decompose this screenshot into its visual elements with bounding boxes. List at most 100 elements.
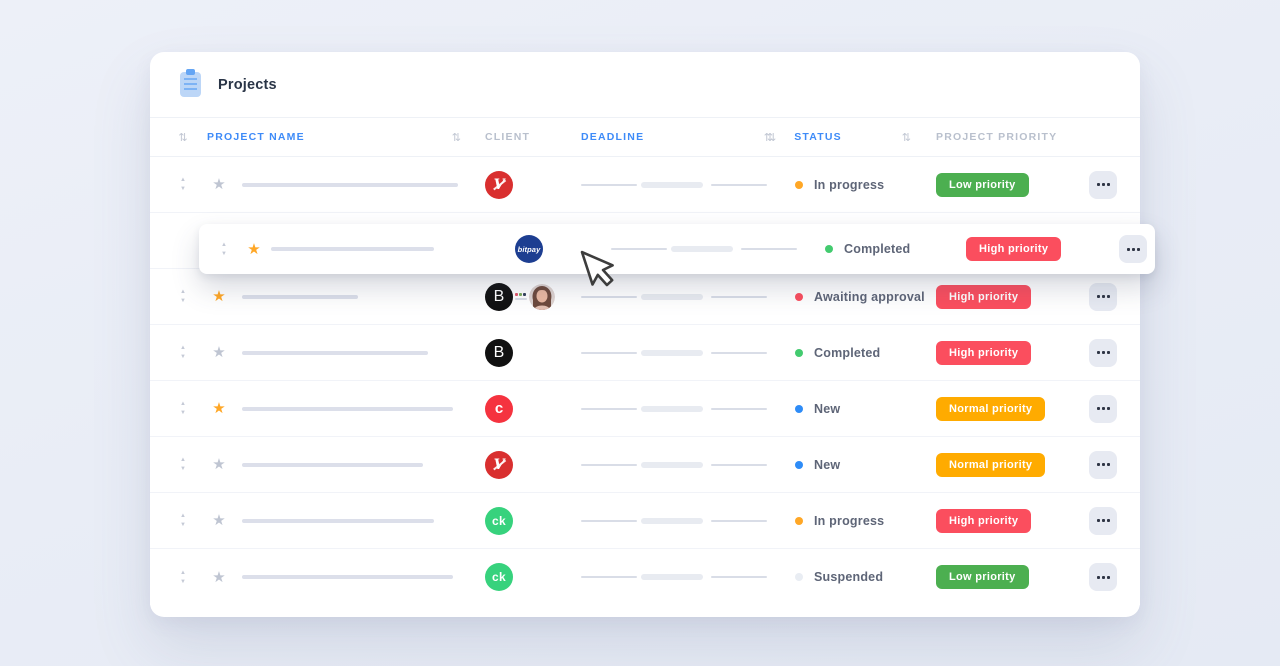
priority-badge: High priority (936, 508, 1032, 533)
v-logo: V (485, 170, 513, 199)
project-name-skeleton (242, 406, 453, 411)
column-header-project-priority[interactable]: PROJECT PRIORITY (936, 131, 1058, 143)
table-row[interactable]: ▲ ▼ ★ ck Suspended Low priority (150, 549, 1140, 605)
deadline-line-left (581, 463, 637, 466)
table-row-hovered[interactable]: ▲ ▼ ★ bitpay Completed High priority (199, 224, 1155, 274)
star-icon[interactable]: ★ (212, 176, 226, 193)
deadline-progress-track (641, 574, 703, 580)
column-header-deadline[interactable]: DEADLINE (581, 131, 645, 143)
page-title: Projects (218, 76, 277, 93)
row-drag-handle[interactable]: ▲ ▼ (180, 513, 186, 528)
row-menu-button[interactable] (1089, 170, 1117, 199)
star-icon[interactable]: ★ (212, 288, 226, 305)
status-label: Suspended (814, 570, 884, 584)
table-row[interactable]: ▲ ▼ ★ ck In progress High priority (150, 493, 1140, 549)
sort-control-project-name[interactable]: ⇅ (170, 131, 196, 144)
sort-icon[interactable]: ⇅ (763, 131, 773, 144)
status-label: Completed (844, 242, 911, 256)
chevron-up-icon: ▲ (180, 401, 186, 407)
clipboard-icon (180, 69, 201, 97)
b-logo: B (485, 282, 513, 311)
star-icon[interactable]: ★ (212, 400, 226, 417)
chevron-down-icon: ▼ (180, 522, 186, 528)
status-dot (795, 348, 803, 357)
table-body: ▲ ▼ ★ V In progress Low priority (150, 157, 1140, 605)
chevron-down-icon: ▼ (180, 354, 186, 360)
star-icon[interactable]: ★ (212, 344, 226, 361)
row-menu-button[interactable] (1089, 506, 1117, 535)
row-menu-button[interactable] (1089, 338, 1117, 367)
star-icon[interactable]: ★ (212, 512, 226, 529)
table-header-row: ⇅ PROJECT NAME ⇅ CLIENT DEADLINE ⇅ ⇅ STA… (150, 118, 1140, 157)
star-icon[interactable]: ★ (247, 240, 261, 258)
ellipsis-icon (1096, 463, 1100, 466)
deadline-line-left (581, 351, 637, 354)
deadline-line-right (711, 576, 767, 578)
status-label: Awaiting approval (814, 289, 925, 304)
row-menu-button[interactable] (1089, 450, 1117, 479)
row-drag-handle[interactable]: ▲ ▼ (180, 289, 186, 304)
column-header-project-name[interactable]: PROJECT NAME (207, 131, 305, 143)
row-menu-button[interactable] (1089, 394, 1117, 423)
chevron-down-icon: ▼ (180, 298, 186, 304)
ellipsis-icon (1096, 407, 1100, 410)
deadline-line-right (741, 248, 797, 250)
deadline-progress-track (641, 517, 703, 524)
status-dot (795, 573, 803, 581)
ck-logo: ck (485, 563, 513, 591)
deadline-progress-track (641, 349, 703, 356)
deadline-line-left (611, 248, 667, 250)
status-label: In progress (814, 177, 885, 192)
deadline-progress-track (641, 461, 703, 468)
status-dot (795, 404, 803, 413)
chevron-up-icon: ▲ (180, 457, 186, 463)
row-drag-handle[interactable]: ▲ ▼ (221, 242, 227, 257)
project-name-skeleton (242, 462, 423, 467)
v-logo: V (485, 450, 513, 479)
sort-icon[interactable]: ⇅ (767, 131, 777, 144)
member-avatar (529, 283, 555, 310)
priority-badge: High priority (936, 340, 1032, 365)
deadline-progress-track (641, 405, 703, 412)
row-menu-button[interactable] (1089, 563, 1117, 591)
project-name-skeleton (242, 575, 453, 579)
row-menu-button[interactable] (1119, 235, 1147, 263)
table-row[interactable]: ▲ ▼ ★ c New Normal priority (150, 381, 1140, 437)
chevron-down-icon: ▼ (180, 410, 186, 416)
sort-icon[interactable]: ⇅ (901, 131, 911, 144)
deadline-line-left (581, 183, 637, 186)
deadline-line-left (581, 295, 637, 298)
deadline-line-right (711, 295, 767, 298)
table-row[interactable]: ▲ ▼ ★ V In progress Low priority (150, 157, 1140, 213)
sort-icon[interactable]: ⇅ (178, 131, 188, 144)
priority-badge: High priority (936, 284, 1032, 309)
star-icon[interactable]: ★ (212, 568, 226, 586)
project-name-skeleton (242, 350, 428, 355)
row-drag-handle[interactable]: ▲ ▼ (180, 570, 186, 585)
chevron-up-icon: ▲ (180, 177, 186, 183)
chevron-down-icon: ▼ (180, 186, 186, 192)
row-drag-handle[interactable]: ▲ ▼ (180, 457, 186, 472)
ellipsis-icon (1096, 351, 1100, 354)
star-icon[interactable]: ★ (212, 456, 226, 473)
status-dot (795, 516, 803, 525)
b-logo: B (485, 338, 513, 367)
row-drag-handle[interactable]: ▲ ▼ (180, 345, 186, 360)
table-row[interactable]: ▲ ▼ ★ B (150, 269, 1140, 325)
row-menu-button[interactable] (1089, 282, 1117, 311)
avatar-group-extra (515, 283, 555, 310)
table-row[interactable]: ▲ ▼ ★ V New Normal priority (150, 437, 1140, 493)
table-row[interactable]: ▲ ▼ ★ B Completed High priority (150, 325, 1140, 381)
deadline-progress-track (641, 293, 703, 300)
column-header-status[interactable]: STATUS (794, 131, 842, 143)
row-drag-handle[interactable]: ▲ ▼ (180, 177, 186, 192)
project-name-skeleton (242, 294, 358, 299)
sort-icon[interactable]: ⇅ (451, 131, 461, 144)
project-name-skeleton (242, 518, 434, 523)
chevron-down-icon: ▼ (221, 250, 227, 257)
row-drag-handle[interactable]: ▲ ▼ (180, 401, 186, 416)
priority-badge: Normal priority (936, 452, 1046, 477)
column-header-client[interactable]: CLIENT (485, 131, 531, 143)
deadline-line-right (711, 463, 767, 466)
status-label: New (814, 401, 841, 416)
